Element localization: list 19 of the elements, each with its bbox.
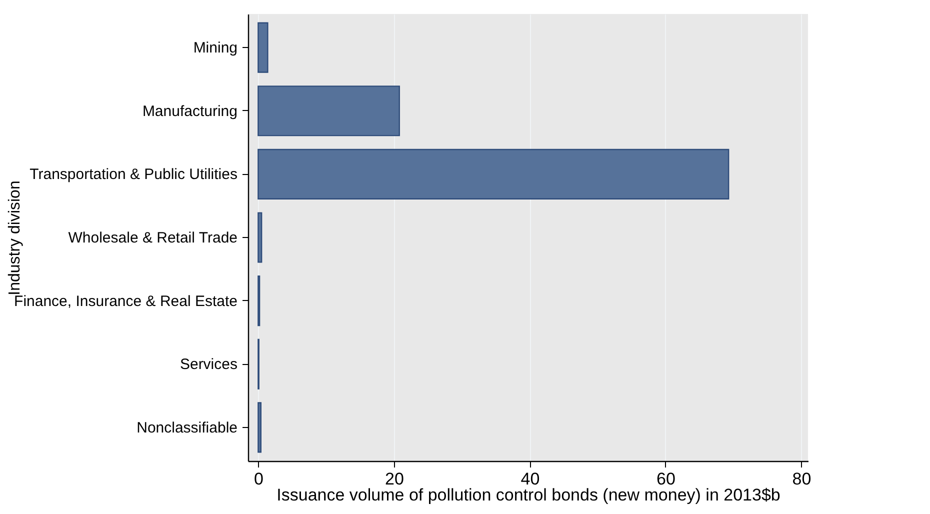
x-tick-label: 0 xyxy=(254,470,264,488)
y-tick-label: Nonclassifiable xyxy=(136,419,238,436)
bar xyxy=(258,22,268,73)
bar xyxy=(258,86,400,136)
y-tick-label: Wholesale & Retail Trade xyxy=(68,230,238,246)
bar xyxy=(258,402,262,453)
y-tick-label: Services xyxy=(180,356,238,374)
x-tick-label: 80 xyxy=(792,470,812,488)
y-tick-label: Manufacturing xyxy=(142,102,238,120)
x-axis-title: Issuance volume of pollution control bonds (new money) in 2013$b xyxy=(276,486,780,504)
bar xyxy=(258,212,262,263)
y-tick-label: Finance, Insurance & Real Estate xyxy=(14,292,238,310)
y-tick-label: Mining xyxy=(193,40,238,57)
y-axis-title: Industry division xyxy=(6,180,24,296)
x-tick-label: 60 xyxy=(656,470,676,488)
y-tick-label: Transportation & Public Utilities xyxy=(30,166,238,184)
bar xyxy=(258,148,730,200)
x-tick-label: 40 xyxy=(520,470,540,488)
x-tick-label: 20 xyxy=(384,470,404,488)
